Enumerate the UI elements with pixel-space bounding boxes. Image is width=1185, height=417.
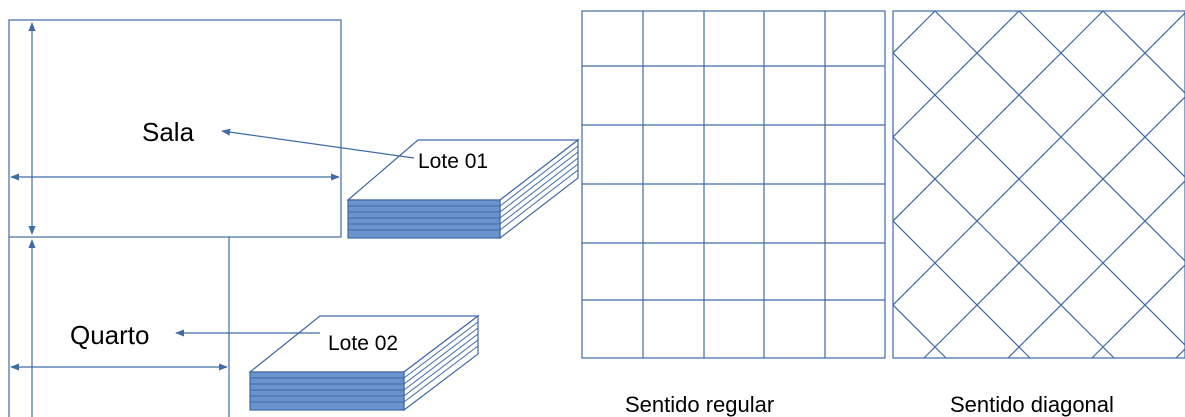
lote-01-plank-lines <box>348 145 579 231</box>
quarto-label: Quarto <box>70 320 150 350</box>
diagonal-line <box>893 220 1031 358</box>
diagonal-line <box>1018 11 1185 178</box>
diagonal-line <box>1007 180 1185 358</box>
regular-grid-lines <box>582 11 885 358</box>
diagonal-pattern-caption: Sentido diagonal <box>950 392 1114 417</box>
lote-01-to-sala-arrow <box>221 128 415 159</box>
diagonal-pattern <box>892 10 1185 359</box>
regular-pattern-caption: Sentido regular <box>625 392 774 417</box>
diagonal-line <box>893 12 1185 306</box>
diagonal-pattern-border <box>892 10 1185 359</box>
lote-02-label: Lote 02 <box>328 332 398 355</box>
diagonal-line <box>893 11 1104 222</box>
diagonal-line <box>1091 264 1185 358</box>
diagonal-grid-lines <box>893 11 1185 358</box>
diagonal-line <box>893 136 1115 358</box>
quarto-room: Quarto <box>8 237 230 417</box>
sala-room: Sala <box>8 19 342 238</box>
sala-outline <box>8 19 342 238</box>
lote-02-stack: Lote 02 <box>248 314 480 412</box>
diagonal-line <box>893 11 1020 138</box>
lote-02-plank-lines <box>250 321 479 403</box>
diagonal-line <box>934 11 1185 262</box>
diagonal-line <box>923 96 1185 358</box>
diagonal-line <box>1175 348 1185 358</box>
diagonal-line <box>893 52 1185 346</box>
regular-pattern <box>581 10 886 359</box>
lote-01-stack: Lote 01 <box>346 138 580 240</box>
sala-label: Sala <box>142 117 195 147</box>
diagonal-line <box>1102 11 1185 94</box>
lote-01-label: Lote 01 <box>418 150 488 173</box>
